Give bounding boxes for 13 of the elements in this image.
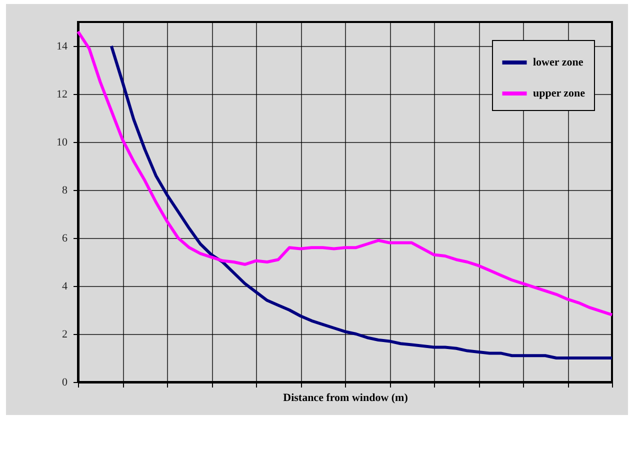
y-tick-label: 12 (56, 88, 68, 100)
y-tick-label: 8 (62, 184, 68, 196)
y-tick-label: 10 (56, 136, 68, 148)
y-tick-label: 4 (62, 280, 68, 292)
y-tick-label: 14 (56, 40, 68, 52)
y-tick-label: 6 (62, 232, 68, 244)
legend-label: lower zone (533, 56, 584, 68)
line-series (76, 30, 614, 316)
line-series (110, 44, 614, 360)
y-tick-label: 2 (62, 328, 68, 340)
y-tick-label: 0 (62, 376, 68, 388)
legend-label: upper zone (533, 88, 586, 100)
x-axis-title: Distance from window (m) (283, 392, 408, 404)
